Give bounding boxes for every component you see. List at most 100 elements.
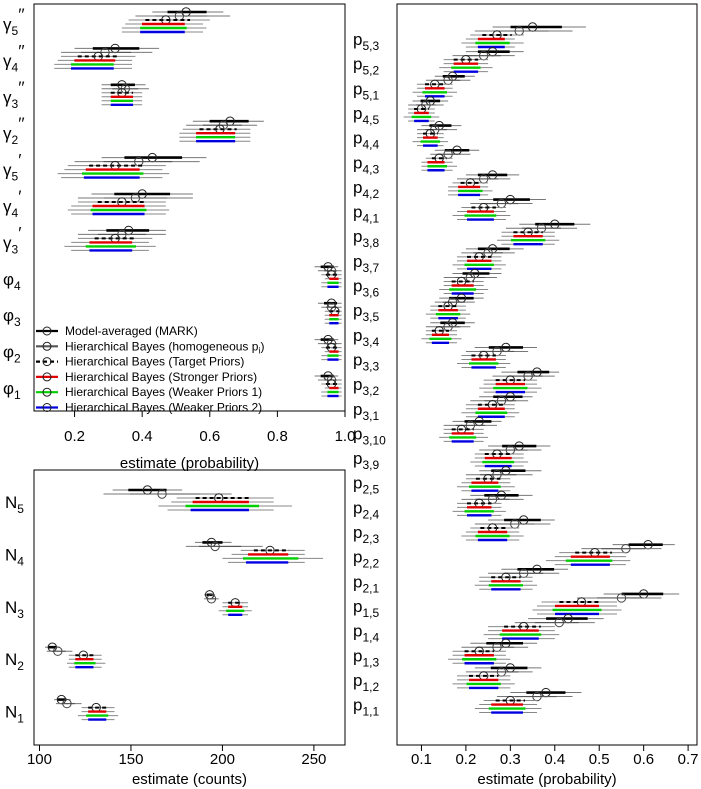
parameter-row: p3,9: [353, 441, 551, 472]
parameter-row: p3,5: [353, 293, 484, 324]
y-tick-label: p1,3: [353, 646, 379, 669]
x-tick-label: 0.8: [267, 428, 288, 445]
y-tick-label: γ4′: [3, 187, 21, 220]
x-tick-label: 0.2: [455, 751, 476, 768]
y-tick-label: p3,2: [353, 375, 379, 398]
y-tick-label: N4: [5, 545, 24, 568]
parameter-row: p5,2: [353, 46, 524, 78]
y-tick-label: γ5′: [3, 151, 21, 184]
x-axis-label: estimate (counts): [132, 771, 247, 788]
legend-label: Hierarchical Bayes (Weaker Priors 2): [65, 401, 262, 415]
parameter-row: p4,3: [353, 145, 480, 176]
legend-label: Hierarchical Bayes (Target Priors): [65, 355, 244, 369]
y-tick-label: γ2′′: [3, 114, 25, 147]
legend: Model-averaged (MARK)Hierarchical Bayes …: [36, 324, 264, 415]
parameter-row: p1,5: [353, 589, 680, 620]
parameter-row: p4,1: [353, 194, 546, 226]
y-tick-label: φ3: [3, 306, 21, 329]
parameter-row: N4: [5, 537, 324, 568]
parameter-row: φ1: [3, 371, 342, 402]
y-tick-label: p3,1: [353, 400, 379, 423]
x-tick-label: 0.6: [199, 428, 220, 445]
legend-label: Hierarchical Bayes (Stronger Priors): [65, 370, 257, 384]
parameter-row: p3,8: [353, 219, 591, 250]
x-tick-label: 0.4: [132, 428, 153, 445]
y-tick-label: p1,5: [353, 597, 379, 620]
x-tick-label: 0.4: [544, 751, 565, 768]
y-tick-label: φ2: [3, 343, 21, 366]
parameter-row: p2,3: [353, 515, 555, 546]
parameter-row: γ5′′: [3, 5, 231, 38]
parameter-row: N1: [5, 694, 119, 726]
parameter-row: p2,4: [353, 490, 533, 521]
legend-label: Hierarchical Bayes (homogeneous pi): [65, 339, 264, 355]
parameter-row: p4,5: [353, 96, 449, 127]
point-estimate-marker: [53, 646, 63, 656]
y-tick-label: p3,6: [353, 277, 379, 300]
x-tick-label: 0.2: [64, 428, 85, 445]
x-tick-label: 0.5: [589, 751, 610, 768]
parameter-row: p3,2: [353, 367, 560, 398]
point-estimate-marker: [616, 593, 627, 603]
parameter-row: φ2: [3, 334, 342, 366]
parameter-row: p2,5: [353, 466, 542, 497]
x-tick-label: 250: [301, 751, 326, 768]
legend-marker: [42, 341, 52, 351]
panel-survival-recruitment: 0.2 0.4 0.6 0.8 1.0 estimate (probability) γ5′…: [3, 3, 355, 472]
parameter-row: p3,1: [353, 392, 533, 423]
panel-abundance: 100 150 200 250 estimate (counts) N5 N4 N3 N2 N1: [5, 469, 346, 788]
y-tick-label: N3: [5, 598, 24, 621]
y-tick-label: p1,4: [353, 622, 379, 645]
x-tick-label: 0.7: [678, 751, 699, 768]
y-tick-label: p5,2: [353, 55, 379, 78]
panel-capture-probability: 0.1 0.2 0.3 0.4 0.5 0.6 0.7 estimate (probabili…: [353, 3, 699, 788]
legend-label: Hierarchical Bayes (Weaker Priors 1): [65, 385, 262, 399]
y-tick-label: N2: [5, 650, 24, 673]
y-tick-label: p4,3: [353, 153, 379, 176]
y-tick-label: p1,2: [353, 671, 379, 694]
legend-marker: [42, 326, 52, 336]
x-axis-label: estimate (probability): [120, 455, 259, 472]
x-tick-label: 0.6: [633, 751, 654, 768]
point-estimate-marker: [157, 489, 167, 499]
y-tick-label: p2,3: [353, 523, 379, 546]
parameter-row: p3,6: [353, 268, 502, 300]
legend-marker: [42, 357, 52, 367]
y-tick-label: p5,3: [353, 30, 379, 53]
parameter-row: γ4′: [3, 187, 193, 220]
parameter-row: p2,1: [353, 564, 569, 595]
legend-marker: [42, 387, 52, 397]
legend-label: Model-averaged (MARK): [65, 324, 198, 338]
x-tick-label: 0.1: [411, 751, 432, 768]
parameter-row: p1,3: [353, 638, 537, 669]
y-tick-label: φ4: [3, 270, 21, 293]
parameter-row: p1,1: [353, 687, 582, 719]
parameter-row: p5,1: [353, 71, 475, 102]
y-tick-label: p3,9: [353, 449, 379, 472]
legend-marker: [42, 403, 52, 412]
y-tick-label: p3,10: [353, 424, 386, 447]
y-tick-label: γ3′: [3, 223, 21, 256]
parameter-row: p3,10: [353, 416, 502, 447]
point-estimate-marker: [554, 617, 564, 628]
y-tick-label: p4,1: [353, 203, 379, 226]
parameter-row: p4,2: [353, 170, 520, 201]
point-estimate-marker: [206, 594, 217, 604]
parameter-row: p2,2: [353, 539, 675, 571]
x-tick-label: 0.3: [500, 751, 521, 768]
y-tick-label: N5: [5, 493, 24, 516]
y-tick-label: p4,2: [353, 178, 379, 201]
parameter-row: p1,2: [353, 663, 542, 694]
parameter-row: γ3′: [3, 223, 166, 256]
parameter-row: p3,7: [353, 244, 524, 275]
y-tick-label: p2,5: [353, 474, 379, 497]
parameter-row: γ4′′: [3, 41, 160, 74]
parameter-row: N5: [5, 485, 292, 516]
point-estimate-marker: [62, 698, 72, 709]
y-tick-label: p1,1: [353, 696, 379, 719]
plot-frame: [33, 3, 346, 412]
parameter-row: γ2′′: [3, 114, 264, 147]
y-tick-label: N1: [5, 703, 24, 726]
y-tick-label: p3,8: [353, 227, 379, 250]
